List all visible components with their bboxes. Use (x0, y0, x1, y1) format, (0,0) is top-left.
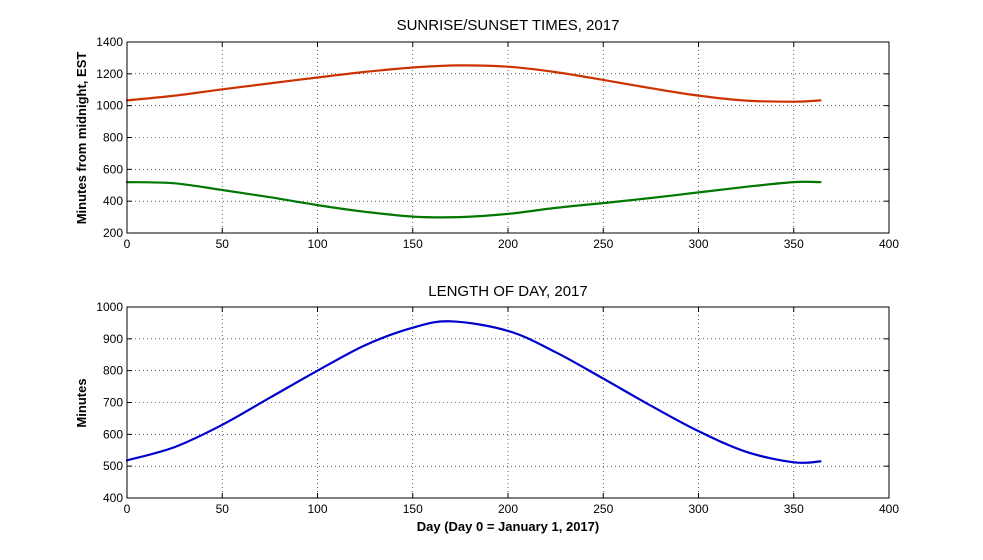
x-tick-label: 200 (498, 237, 518, 251)
x-tick-label: 150 (403, 502, 423, 516)
x-tick-label: 400 (879, 502, 899, 516)
x-tick-label: 300 (688, 237, 708, 251)
y-tick-label: 800 (103, 364, 123, 378)
ticks: 0 50 100 150 200 250 300 350 400 200 400 600 800 1000… (96, 35, 899, 251)
y-tick-label: 800 (103, 131, 123, 145)
grid (127, 42, 889, 233)
x-tick-label: 300 (688, 502, 708, 516)
y-tick-label: 900 (103, 332, 123, 346)
y-tick-label: 1200 (96, 67, 123, 81)
sunrise-sunset-chart: SUNRISE/SUNSET TIMES, 2017 Minutes from … (74, 17, 899, 251)
y-tick-label: 600 (103, 427, 123, 441)
y-tick-label: 400 (103, 491, 123, 505)
chart-title: SUNRISE/SUNSET TIMES, 2017 (397, 17, 620, 34)
series-line-1 (125, 64, 822, 103)
series-layer (125, 64, 822, 219)
x-tick-label: 200 (498, 502, 518, 516)
series-layer (125, 320, 822, 464)
ticks: 0 50 100 150 200 250 300 350 400 400 500 600 700 800 9… (96, 300, 899, 516)
y-tick-label: 400 (103, 194, 123, 208)
y-tick-label: 600 (103, 162, 123, 176)
x-tick-label: 250 (593, 237, 613, 251)
x-tick-label: 350 (784, 237, 804, 251)
series-line-2 (125, 180, 822, 219)
x-tick-label: 150 (403, 237, 423, 251)
x-tick-label: 100 (307, 237, 327, 251)
grid (127, 307, 889, 498)
x-tick-label: 400 (879, 237, 899, 251)
y-tick-label: 1000 (96, 300, 123, 314)
chart-title: LENGTH OF DAY, 2017 (428, 283, 588, 300)
y-axis-label: Minutes from midnight, EST (74, 52, 89, 225)
x-tick-label: 50 (216, 502, 230, 516)
y-tick-label: 1000 (96, 99, 123, 113)
x-tick-label: 100 (307, 502, 327, 516)
x-tick-label: 50 (216, 237, 230, 251)
y-tick-label: 700 (103, 396, 123, 410)
x-axis-label: Day (Day 0 = January 1, 2017) (417, 519, 599, 534)
y-tick-label: 1400 (96, 35, 123, 49)
x-tick-label: 350 (784, 502, 804, 516)
y-axis-label: Minutes (74, 378, 89, 427)
y-tick-label: 500 (103, 459, 123, 473)
x-tick-label: 0 (124, 237, 131, 251)
x-tick-label: 0 (124, 502, 131, 516)
y-tick-label: 200 (103, 226, 123, 240)
series-line-1 (125, 320, 822, 464)
x-tick-label: 250 (593, 502, 613, 516)
length-of-day-chart: LENGTH OF DAY, 2017 Minutes Day (Day 0 =… (74, 283, 899, 534)
